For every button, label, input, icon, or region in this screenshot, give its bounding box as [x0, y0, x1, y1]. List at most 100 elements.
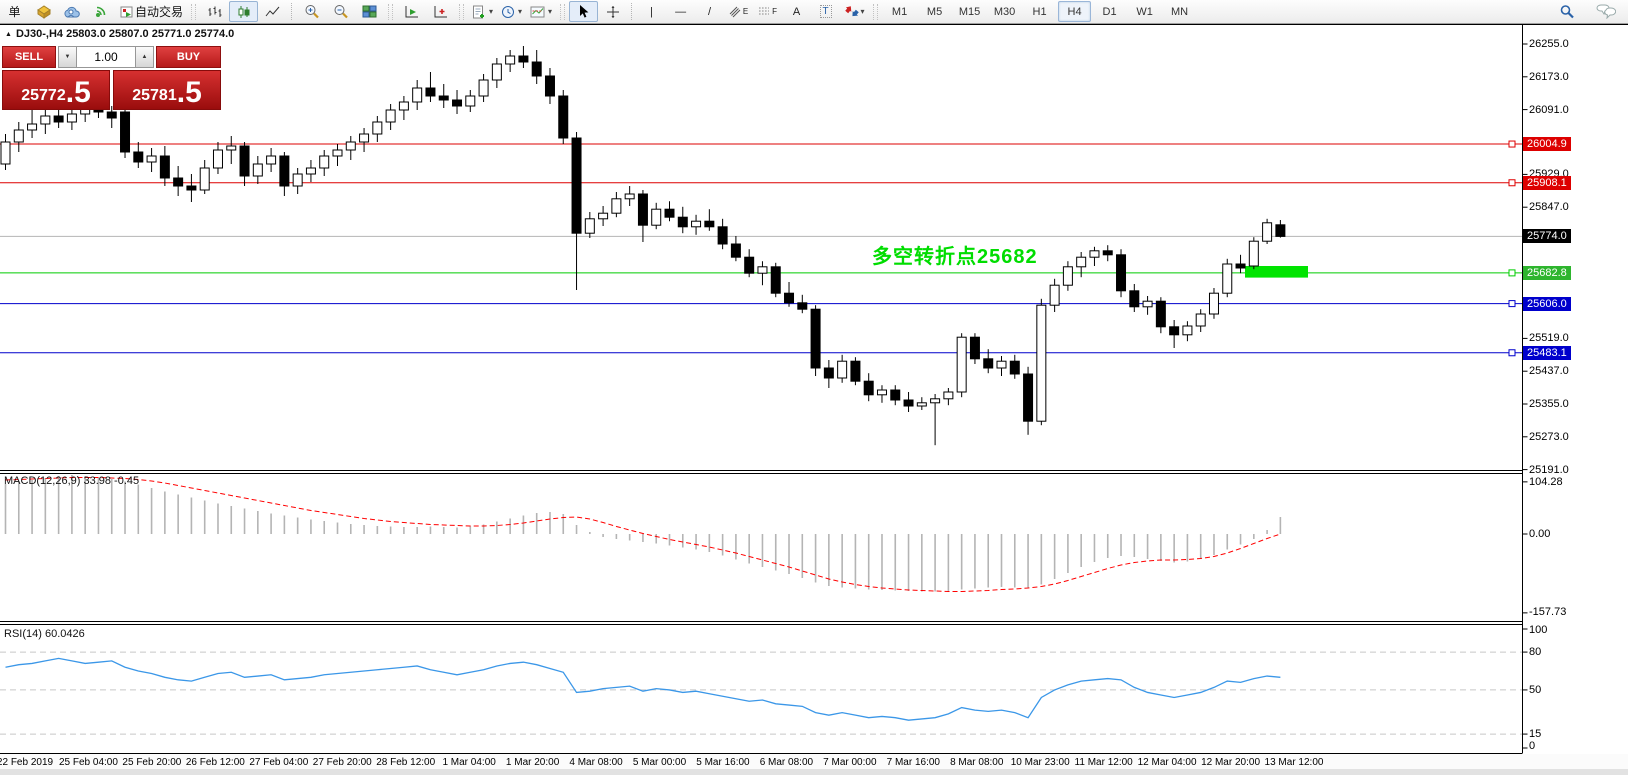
volume-field[interactable]: 1.00 — [77, 46, 135, 68]
line-chart-icon — [265, 6, 280, 16]
sell-button[interactable]: SELL — [2, 46, 56, 68]
arrows-tool[interactable]: ▾ — [840, 1, 869, 22]
toolbar-grip — [873, 3, 879, 20]
rsi-level-lines — [0, 651, 1522, 735]
cloud-icon — [64, 6, 80, 17]
arrows-icon — [844, 6, 859, 17]
price-level-lines — [0, 140, 1522, 357]
channel-icon — [729, 6, 741, 17]
chat-button[interactable] — [1591, 1, 1620, 22]
chevron-down-icon: ▾ — [489, 7, 494, 16]
bar-chart-icon — [208, 6, 222, 17]
crosshair-tool-button[interactable] — [598, 1, 627, 22]
timeframe-button-w1[interactable]: W1 — [1136, 5, 1153, 18]
chevron-down-icon: ▾ — [860, 7, 865, 16]
candlestick-mode-button[interactable] — [229, 1, 259, 22]
one-click-trading-panel: SELL ▼ 1.00 ▲ BUY 25772 .5 25781 .5 — [2, 46, 221, 110]
clock-icon — [502, 5, 515, 18]
indicators-button[interactable]: ▾ — [468, 1, 497, 22]
crosshair-icon — [606, 5, 619, 18]
chart-shift-icon — [434, 5, 448, 17]
tile-windows-button[interactable] — [355, 1, 384, 22]
channel-letter: E — [742, 7, 749, 16]
trendline-tool[interactable]: / — [708, 5, 712, 18]
volume-decrease-button[interactable]: ▼ — [58, 46, 77, 68]
signal-icon — [96, 6, 106, 17]
timeframe-button-m15[interactable]: M15 — [958, 5, 981, 18]
toolbar: 单 — [0, 0, 1628, 24]
periods-button[interactable]: ▾ — [497, 1, 526, 22]
pane-borders — [0, 24, 1628, 757]
sell-price: 25772 — [21, 87, 66, 105]
toolbar-grip — [388, 3, 394, 20]
timeframe-button-m5[interactable]: M5 — [926, 5, 943, 18]
buy-price-fraction: .5 — [176, 76, 202, 109]
chevron-down-icon: ▾ — [518, 7, 523, 16]
equidistant-channel-tool[interactable]: E — [724, 1, 753, 22]
sell-price-box[interactable]: 25772 .5 — [2, 70, 110, 110]
fibonacci-icon — [759, 7, 770, 14]
rsi-line — [5, 657, 1281, 721]
buy-price-box[interactable]: 25781 .5 — [113, 70, 221, 110]
toolbar-grip — [459, 3, 465, 20]
timeframe-button-m1[interactable]: M1 — [891, 5, 908, 18]
auto-scroll-icon — [405, 5, 419, 17]
bar-chart-mode-button[interactable] — [200, 1, 229, 22]
cursor-tool-button[interactable] — [569, 1, 599, 22]
mql5-community-button[interactable] — [58, 1, 87, 22]
chart-shift-button[interactable] — [426, 1, 455, 22]
chat-icon — [1595, 4, 1616, 19]
candlestick-series — [0, 46, 1286, 446]
templates-button[interactable]: ▾ — [526, 1, 556, 22]
text-label-icon: T — [819, 5, 832, 18]
timeframe-button-mn[interactable]: MN — [1171, 5, 1189, 18]
line-chart-mode-button[interactable] — [258, 1, 287, 22]
gold-package-icon — [36, 4, 51, 19]
toolbar-separator — [291, 3, 293, 20]
macd-signal-line — [5, 477, 1281, 592]
text-label-tool[interactable]: T — [811, 1, 840, 22]
volume-stepper: ▼ 1.00 ▲ — [58, 46, 154, 68]
window-bottom-edge — [0, 769, 1628, 775]
timeframe-button-m30[interactable]: M30 — [993, 5, 1016, 18]
zoom-in-button[interactable] — [297, 1, 326, 22]
toolbar-grip — [191, 3, 197, 20]
search-icon — [1560, 4, 1574, 18]
buy-button[interactable]: BUY — [156, 46, 221, 68]
signals-button[interactable] — [87, 1, 116, 22]
zoom-out-button[interactable] — [326, 1, 355, 22]
toolbar-separator — [631, 3, 633, 20]
sell-price-fraction: .5 — [65, 76, 91, 109]
timeframe-button-h1[interactable]: H1 — [1032, 5, 1047, 18]
volume-increase-button[interactable]: ▲ — [135, 46, 154, 68]
autotrading-icon — [120, 6, 133, 17]
zoom-out-icon — [334, 5, 348, 19]
zoom-in-icon — [305, 5, 319, 19]
text-tool[interactable]: A — [792, 5, 801, 18]
auto-scroll-button[interactable] — [397, 1, 426, 22]
new-order-button-partial[interactable]: 单 — [8, 5, 21, 19]
macd-histogram — [4, 475, 1282, 592]
cursor-icon — [579, 4, 588, 18]
indicator-list-icon — [473, 5, 485, 18]
fibonacci-tool[interactable]: F — [753, 1, 782, 22]
search-button[interactable] — [1552, 1, 1581, 22]
timeframe-button-h4[interactable]: H4 — [1058, 1, 1092, 22]
new-order-icon[interactable] — [29, 1, 58, 22]
horizontal-line-tool[interactable]: — — [675, 5, 687, 18]
candlestick-icon — [238, 5, 250, 18]
autotrading-button[interactable]: 自动交易 — [116, 1, 187, 22]
vertical-line-tool[interactable]: | — [650, 5, 653, 18]
tile-windows-icon — [362, 5, 377, 17]
toolbar-grip — [560, 3, 566, 20]
fibonacci-letter: F — [772, 7, 777, 16]
timeframe-group: M1 M5 M15 M30 H1 H4 D1 W1 MN — [882, 1, 1197, 22]
template-icon — [530, 6, 545, 17]
timeframe-button-d1[interactable]: D1 — [1102, 5, 1117, 18]
autotrading-label: 自动交易 — [135, 5, 184, 19]
buy-price: 25781 — [132, 87, 177, 105]
time-axis-strip[interactable] — [0, 754, 1628, 769]
support-highlight-bar — [1245, 266, 1308, 278]
